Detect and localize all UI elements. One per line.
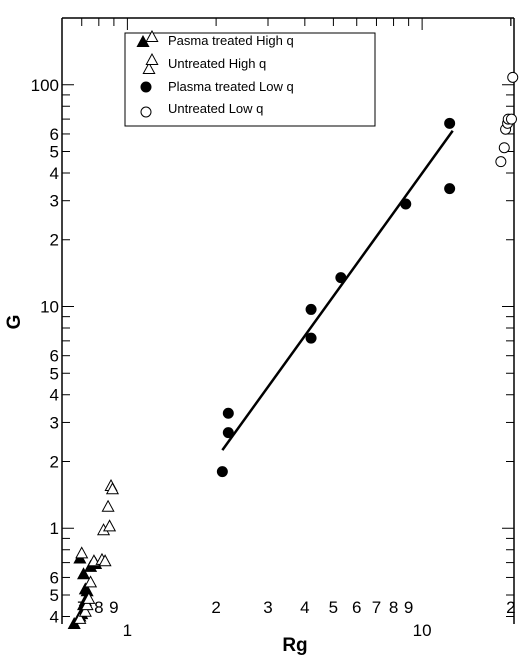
y-tick-label: 6 — [50, 347, 59, 366]
y-tick-label: 4 — [50, 164, 59, 183]
data-point-series-2 — [444, 117, 456, 129]
x-tick-label: 9 — [109, 598, 118, 617]
axis-ticks — [61, 17, 514, 617]
y-tick-label: 2 — [50, 231, 59, 250]
legend-label: Untreated High q — [168, 56, 266, 71]
data-point-series-2 — [305, 332, 317, 344]
y-tick-label: 100 — [31, 76, 59, 95]
data-point-series-3 — [498, 142, 510, 154]
data-point-series-3 — [495, 156, 507, 168]
data-point-series-1 — [98, 554, 112, 567]
data-point-series-1 — [103, 519, 117, 532]
legend-label: Untreated Low q — [168, 101, 263, 116]
data-point-series-1 — [82, 591, 96, 604]
legend-marker — [140, 106, 152, 118]
data-points — [67, 71, 519, 629]
y-tick-label: 10 — [40, 298, 59, 317]
legend-marker-shape — [136, 34, 150, 47]
y-tick-label: 3 — [50, 192, 59, 211]
y-tick-label: 6 — [50, 568, 59, 587]
legend-label: Pasma treated High q — [168, 33, 294, 48]
legend-marker-shape — [140, 106, 152, 118]
data-point-series-1 — [73, 611, 87, 624]
legend-marker — [140, 81, 152, 93]
y-axis-title: G — [4, 315, 25, 330]
data-point-series-2 — [222, 407, 234, 419]
data-point-series-3 — [507, 71, 519, 83]
legend-label: Plasma treated Low q — [168, 79, 294, 94]
x-tick-label: 2 — [506, 598, 515, 617]
x-tick-label: 6 — [352, 598, 361, 617]
data-point-series-2 — [400, 198, 412, 210]
legend-box — [124, 32, 376, 127]
y-tick-label: 6 — [50, 125, 59, 144]
y-tick-label: 3 — [50, 413, 59, 432]
data-point-series-2 — [222, 427, 234, 439]
data-point-series-1 — [84, 575, 98, 588]
legend-marker-shape — [142, 61, 156, 74]
legend: Pasma treated High q Untreated High q Plas… — [124, 29, 376, 127]
data-point-series-0 — [77, 567, 91, 580]
y-tick-label: 5 — [50, 586, 59, 605]
data-point-series-3 — [505, 113, 517, 125]
legend-marker-shape — [140, 81, 152, 93]
y-tick-label: 4 — [50, 607, 59, 626]
y-tick-label: 5 — [50, 143, 59, 162]
tick-labels: 7891234567891024561234561023456100 — [31, 76, 516, 640]
x-tick-label: 1 — [123, 621, 132, 640]
data-point-series-2 — [444, 183, 456, 195]
x-tick-label: 4 — [300, 598, 309, 617]
data-point-series-1 — [101, 499, 115, 512]
x-tick-label: 10 — [413, 621, 432, 640]
legend-marker-shape-2 — [145, 29, 159, 42]
x-tick-label: 5 — [329, 598, 338, 617]
data-point-series-2 — [335, 272, 347, 284]
y-tick-label: 5 — [50, 364, 59, 383]
y-tick-label: 2 — [50, 452, 59, 471]
x-tick-label: 8 — [389, 598, 398, 617]
x-tick-label: 3 — [263, 598, 272, 617]
data-point-series-1 — [78, 604, 92, 617]
data-point-series-1 — [105, 482, 120, 495]
x-tick-label: 7 — [372, 598, 381, 617]
x-tick-label: 2 — [211, 598, 220, 617]
x-tick-label: 9 — [404, 598, 413, 617]
y-tick-label: 1 — [50, 519, 59, 538]
y-tick-label: 4 — [50, 386, 59, 405]
data-point-series-2 — [216, 466, 228, 478]
legend-marker-shape-2 — [145, 52, 159, 65]
x-tick-label: 8 — [94, 598, 103, 617]
data-point-series-1 — [80, 598, 94, 611]
fit-line — [221, 130, 454, 451]
legend-marker — [136, 29, 159, 47]
data-point-series-2 — [305, 303, 317, 315]
data-point-series-1 — [75, 546, 89, 559]
fit-line-layer — [221, 130, 454, 451]
x-axis-title: Rg — [282, 635, 307, 656]
legend-marker — [142, 52, 159, 74]
